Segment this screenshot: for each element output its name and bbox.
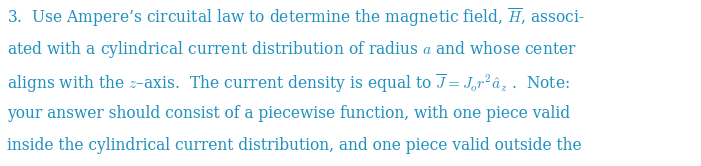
Text: your answer should consist of a piecewise function, with one piece valid: your answer should consist of a piecewis… (7, 105, 570, 122)
Text: 3.  Use Ampere’s circuital law to determine the magnetic field, $\overline{H}$, : 3. Use Ampere’s circuital law to determi… (7, 7, 585, 30)
Text: ated with a cylindrical current distribution of radius $a$ and whose center: ated with a cylindrical current distribu… (7, 39, 577, 60)
Text: aligns with the $z$–axis.  The current density is equal to $\overline{J} = J_o r: aligns with the $z$–axis. The current de… (7, 72, 570, 95)
Text: inside the cylindrical current distribution, and one piece valid outside the: inside the cylindrical current distribut… (7, 137, 582, 154)
